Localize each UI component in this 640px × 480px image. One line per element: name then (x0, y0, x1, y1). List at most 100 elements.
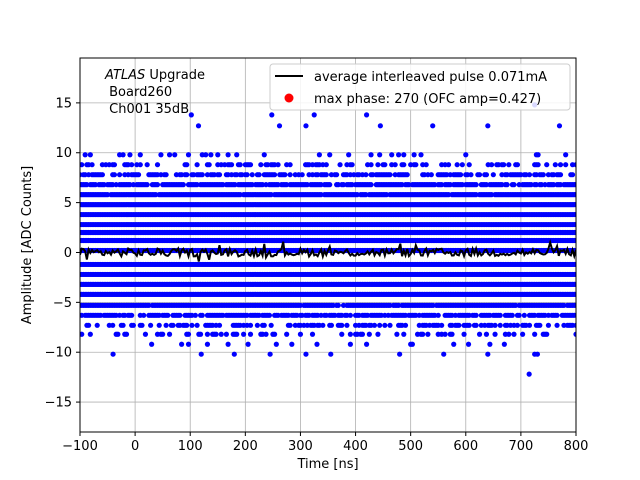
x-tick-label-0: −100 (62, 439, 98, 454)
y-tick-label-1: −10 (45, 346, 72, 361)
scatter-point-4390 (311, 112, 317, 118)
scatter-point-4157 (256, 172, 262, 178)
scatter-point-3984 (327, 182, 333, 188)
scatter-point-74 (544, 331, 550, 337)
scatter-point-4413 (363, 341, 370, 347)
scatter-point-4408 (534, 351, 541, 357)
scatter-series (80, 102, 576, 377)
scatter-point-4233 (483, 172, 490, 178)
scatter-point-60 (442, 331, 448, 337)
scatter-point-45 (347, 331, 353, 337)
y-tick-label-4: 5 (64, 196, 72, 211)
scatter-point-4406 (485, 351, 491, 357)
scatter-point-170 (466, 322, 472, 328)
scatter-point-161 (439, 322, 445, 328)
scatter-point-6 (347, 341, 353, 347)
scatter-point-65 (483, 331, 490, 337)
scatter-point-982 (573, 291, 576, 297)
scatter-point-35 (247, 331, 254, 337)
scatter-point-250 (199, 312, 205, 318)
scatter-point-4338 (489, 162, 495, 168)
scatter-point-20 (166, 331, 173, 337)
x-tick-label-7: 600 (453, 439, 478, 454)
scatter-point-226 (141, 312, 147, 318)
scatter-point-4128 (163, 172, 169, 178)
scatter-point-4109 (99, 172, 105, 178)
scatter-point-4247 (526, 172, 533, 178)
scatter-point-4348 (535, 162, 541, 168)
x-tick-label-3: 200 (233, 439, 258, 454)
scatter-point-184 (514, 322, 521, 328)
scatter-point-117 (268, 322, 274, 328)
scatter-point-4002 (368, 182, 374, 188)
scatter-point-4342 (501, 162, 507, 168)
scatter-point-4172 (299, 172, 305, 178)
scatter-point-113 (247, 322, 254, 328)
scatter-point-4273 (129, 162, 135, 168)
scatter-point-4350 (552, 162, 558, 168)
scatter-point-144 (371, 322, 378, 328)
scatter-point-33 (234, 331, 240, 337)
scatter-point-41 (284, 331, 290, 337)
scatter-point-5 (289, 341, 295, 347)
scatter-point-151 (402, 322, 409, 328)
scatter-point-4364 (185, 152, 192, 158)
scatter-point-8 (451, 341, 457, 347)
scatter-point-4164 (272, 172, 278, 178)
scatter-point-4325 (401, 162, 407, 168)
scatter-point-13 (115, 331, 121, 337)
scatter-point-98 (194, 322, 200, 328)
y-tick-label-3: 0 (64, 246, 72, 261)
scatter-point-4294 (247, 162, 254, 168)
y-tick-label-2: −5 (53, 296, 72, 311)
scatter-point-4391 (303, 123, 309, 129)
scatter-point-2 (204, 341, 211, 347)
scatter-point-4387 (195, 123, 202, 129)
scatter-point-97 (189, 322, 195, 328)
scatter-point-136 (344, 322, 350, 328)
x-tick-label-1: 0 (131, 439, 139, 454)
scatter-point-114 (254, 322, 260, 328)
scatter-point-178 (492, 322, 498, 328)
scatter-point-4367 (208, 152, 214, 158)
scatter-point-1271 (573, 281, 576, 287)
scatter-point-4169 (287, 172, 293, 178)
scatter-point-66 (492, 331, 498, 337)
scatter-point-4234 (490, 172, 496, 178)
scatter-point-4359 (127, 152, 133, 158)
scatter-point-86 (139, 322, 145, 328)
scatter-point-4400 (231, 351, 237, 357)
scatter-point-4374 (346, 152, 352, 158)
scatter-point-4352 (563, 162, 569, 168)
scatter-point-415 (571, 312, 576, 318)
scatter-point-390 (509, 312, 515, 318)
scatter-point-4412 (314, 341, 320, 347)
scatter-point-4369 (225, 152, 231, 158)
scatter-point-15 (123, 331, 130, 337)
scatter-point-4055 (473, 182, 479, 188)
scatter-point-4229 (468, 172, 474, 178)
scatter-point-4226 (458, 172, 464, 178)
scatter-point-199 (573, 322, 576, 328)
scatter-point-191 (537, 322, 543, 328)
scatter-point-4276 (144, 162, 150, 168)
scatter-point-77 (86, 322, 92, 328)
scatter-point-16 (142, 331, 149, 337)
scatter-point-4402 (303, 351, 309, 357)
scatter-point-4139 (199, 172, 205, 178)
scatter-point-4145 (216, 172, 223, 178)
scatter-point-4258 (557, 172, 564, 178)
scatter-point-88 (156, 322, 162, 328)
scatter-point-188 (526, 322, 533, 328)
scatter-point-4362 (166, 152, 173, 158)
x-axis-label: Time [ns] (296, 457, 358, 472)
scatter-point-146 (382, 322, 388, 328)
scatter-point-4303 (287, 162, 293, 168)
scatter-point-4370 (234, 152, 240, 158)
scatter-point-4405 (441, 351, 447, 357)
legend-entry-0: average interleaved pulse 0.071mA (314, 70, 547, 85)
scatter-point-82 (120, 322, 126, 328)
scatter-point-4389 (276, 123, 283, 129)
scatter-point-4321 (382, 162, 388, 168)
